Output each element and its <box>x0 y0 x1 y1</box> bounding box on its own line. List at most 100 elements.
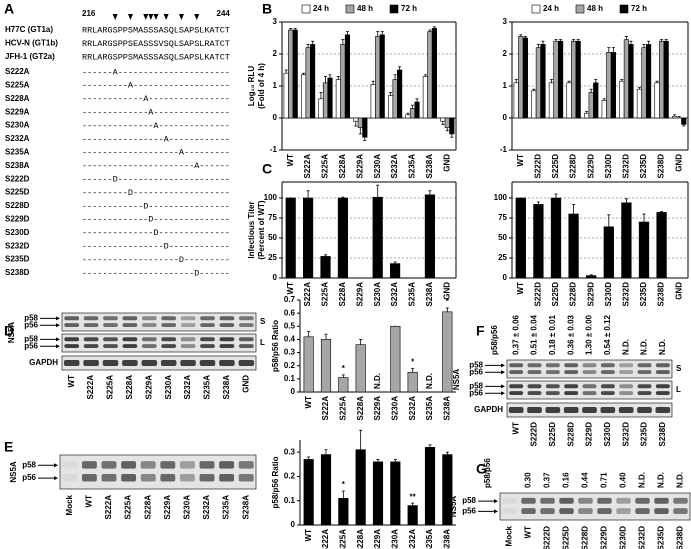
bar <box>571 40 577 119</box>
protein-label: NS5A <box>7 322 16 344</box>
lane-label: S232D <box>638 526 647 549</box>
ratio-label: 0.37 ± 0.06 <box>511 314 520 355</box>
sequence-name: S238D <box>5 268 30 277</box>
site-arrowhead <box>163 14 169 20</box>
band <box>578 508 593 515</box>
band <box>582 363 597 368</box>
lane-label: S230D <box>603 422 612 447</box>
sequence-name: S235A <box>5 148 30 157</box>
band <box>180 316 196 321</box>
band <box>63 360 80 366</box>
sequence: ------------A---------------- <box>82 94 230 104</box>
lane-label: S232D <box>621 422 630 447</box>
lane-label: WT <box>524 526 533 539</box>
ratio-label: 0.44 <box>581 472 590 488</box>
bar <box>322 82 329 119</box>
x-tick-label: S232D <box>622 154 631 179</box>
ratio-label: 0.18 ± 0.01 <box>548 314 557 355</box>
y-tick-label: 0.3 <box>284 348 296 357</box>
band <box>564 384 579 389</box>
ratio-header: p58/p56 <box>483 458 492 488</box>
band <box>238 323 254 328</box>
y-tick-label: 0.4 <box>284 335 296 344</box>
bar <box>575 40 581 119</box>
band <box>619 370 634 375</box>
lane-label: S232A <box>202 495 211 520</box>
band <box>141 360 158 366</box>
x-tick-label: S228D <box>569 282 578 307</box>
band <box>600 384 615 389</box>
bar <box>586 275 597 279</box>
band <box>103 344 118 349</box>
bar <box>392 79 398 119</box>
band <box>238 337 254 342</box>
band <box>64 344 80 349</box>
exposure-label: L <box>676 385 681 394</box>
blot-strip <box>61 355 257 371</box>
y-tick-label: 3 <box>503 17 508 26</box>
x-tick-label: S222D <box>534 154 543 179</box>
x-tick-label: S228A <box>356 529 365 549</box>
lane-label: WT <box>511 422 520 435</box>
y-tick-label: 100 <box>264 193 278 202</box>
bar <box>593 82 599 119</box>
band <box>545 391 560 396</box>
y-tick-label: 0.3 <box>284 447 296 456</box>
band-label: p58 <box>22 460 36 469</box>
bar <box>672 116 678 119</box>
x-tick-label: S229A <box>373 529 382 549</box>
bar <box>390 263 401 279</box>
bar <box>338 377 349 393</box>
bar <box>407 505 418 526</box>
band-label: p56 <box>462 506 476 515</box>
bar <box>340 44 346 119</box>
ratio-label: N.D. <box>621 339 630 355</box>
x-tick-label: S238A <box>425 282 434 307</box>
band <box>122 360 138 366</box>
band <box>83 360 99 366</box>
band <box>637 370 652 375</box>
band <box>545 407 561 413</box>
bar <box>588 92 594 119</box>
ratio-label: 0.40 <box>619 472 628 488</box>
sequence-name: S222D <box>5 174 30 183</box>
band <box>655 407 671 413</box>
band <box>654 497 669 504</box>
band <box>81 474 97 482</box>
legend-swatch <box>389 4 399 14</box>
site-arrowhead <box>148 14 154 20</box>
band <box>582 370 597 375</box>
band <box>673 508 688 515</box>
panel-label: B <box>262 1 272 17</box>
y-tick-label: -1 <box>500 145 508 154</box>
sequence: ----------------A------------ <box>82 134 230 144</box>
band <box>180 360 196 366</box>
ratio-label: 0.16 <box>562 472 571 488</box>
lane-label: S230D <box>619 526 628 549</box>
bar <box>310 44 316 119</box>
band <box>200 344 215 349</box>
band <box>141 337 157 342</box>
band <box>527 370 542 375</box>
legend-label: 24 h <box>313 4 329 13</box>
band <box>527 384 542 389</box>
bar <box>357 117 363 128</box>
x-tick-label: S228A <box>338 282 347 307</box>
x-tick-label: S235A <box>425 529 434 549</box>
band <box>527 363 542 368</box>
band <box>597 497 612 504</box>
ratio-label: 0.71 <box>600 472 609 488</box>
x-tick-label: S238A <box>425 154 434 179</box>
band <box>141 323 157 328</box>
bar <box>641 47 647 119</box>
y-tick-label: 3 <box>273 17 278 26</box>
band <box>564 391 579 396</box>
band <box>600 370 615 375</box>
band-arrowhead <box>501 363 505 368</box>
x-tick-label: S229A <box>355 154 364 179</box>
lane-label: S225D <box>562 526 571 549</box>
bar <box>603 226 614 279</box>
lane-label: S229A <box>144 375 153 400</box>
band <box>101 474 117 482</box>
x-tick-label: S235A <box>425 396 434 421</box>
